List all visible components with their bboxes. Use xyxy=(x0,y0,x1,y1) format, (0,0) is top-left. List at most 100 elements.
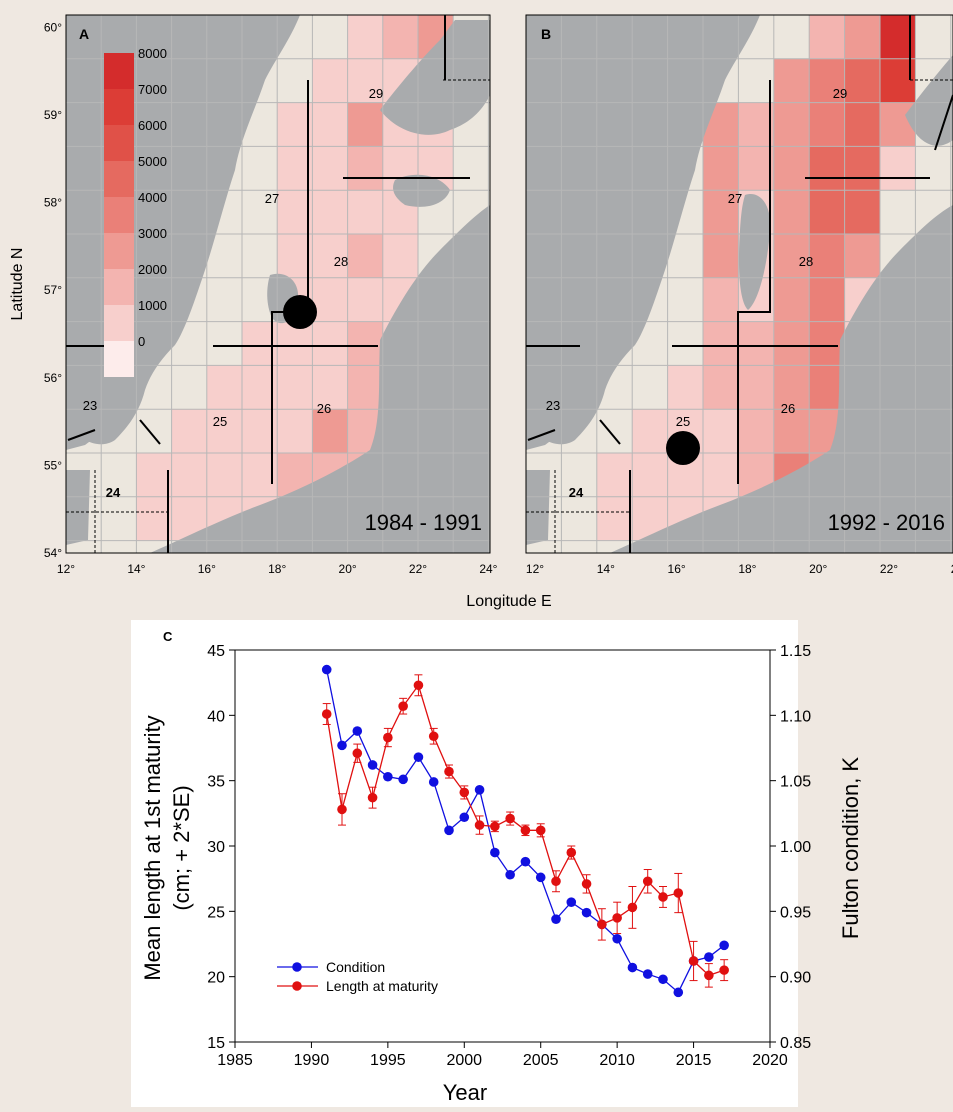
grid-cell xyxy=(738,409,774,453)
x-tick-label: 2020 xyxy=(752,1052,788,1069)
chart-axes: 1985 1990 1995 2000 2005 2010 2015 2020 15 20 25 30… xyxy=(207,643,811,1069)
data-point xyxy=(566,847,577,858)
subdivision-label: 23 xyxy=(546,398,560,413)
colorbar-swatch xyxy=(104,197,134,233)
grid-cell xyxy=(312,102,348,147)
data-point xyxy=(321,709,332,719)
lon-tick-label: 20° xyxy=(809,562,827,576)
colorbar-swatch xyxy=(104,269,134,305)
y-left-tick-label: 40 xyxy=(207,708,225,725)
y-right-tick-label: 1.10 xyxy=(780,708,811,725)
grid-cell xyxy=(738,321,774,366)
subdivision-label: 25 xyxy=(213,414,227,429)
lat-tick-label: 56° xyxy=(44,371,62,385)
data-point xyxy=(337,804,347,815)
grid-cell xyxy=(171,409,207,453)
colorbar-label: 3000 xyxy=(138,226,167,241)
grid-cell xyxy=(347,146,383,191)
grid-cell xyxy=(206,409,242,453)
grid-cell xyxy=(703,365,739,410)
grid-cell xyxy=(844,234,880,278)
subdivision-boundaries xyxy=(526,15,953,553)
data-point xyxy=(535,825,546,836)
data-point xyxy=(398,701,408,711)
grid-cell xyxy=(703,409,739,453)
data-point xyxy=(704,970,714,981)
data-point xyxy=(459,787,470,798)
colorbar-label: 8000 xyxy=(138,46,167,61)
grid-cell xyxy=(136,496,172,541)
grid-cell xyxy=(773,234,810,278)
data-point xyxy=(642,876,653,887)
subdivision-label: 27 xyxy=(728,191,742,206)
grid-cell xyxy=(703,190,739,234)
subdivision-label: 24 xyxy=(569,485,584,500)
map-frame xyxy=(525,14,953,554)
lat-tick-label: 59° xyxy=(44,108,62,122)
y-left-tick-label: 15 xyxy=(207,1035,225,1052)
grid-cell xyxy=(277,321,313,366)
y-right-tick-label: 1.15 xyxy=(780,643,811,660)
panel-letter: A xyxy=(79,26,89,42)
data-point xyxy=(490,847,500,858)
data-point xyxy=(566,897,577,907)
grid-cell xyxy=(596,496,633,541)
data-point xyxy=(704,952,714,962)
data-point xyxy=(719,940,729,951)
data-point xyxy=(505,869,515,880)
subdivision-label: 23 xyxy=(83,398,97,413)
y-left-tick-label: 20 xyxy=(207,970,225,987)
lon-tick-label: 12° xyxy=(57,562,75,576)
data-point xyxy=(474,785,485,795)
lon-tick-label: 12° xyxy=(526,562,544,576)
grid-cell xyxy=(206,453,242,497)
grid-cell xyxy=(347,15,383,59)
grid-cell xyxy=(844,190,880,234)
data-point xyxy=(597,919,607,930)
data-point xyxy=(520,856,531,867)
data-point xyxy=(413,680,424,691)
grid-cell xyxy=(738,146,774,191)
lon-tick-label: 24° xyxy=(951,562,953,576)
legend-label: Condition xyxy=(326,959,385,975)
colorbar-swatch xyxy=(104,305,134,341)
y-left-tick-label: 45 xyxy=(207,643,225,660)
lon-tick-label: 14° xyxy=(127,562,145,576)
data-point xyxy=(627,962,638,973)
grid-cell xyxy=(773,409,810,453)
colorbar-swatch xyxy=(104,341,134,377)
colorbar-swatch xyxy=(104,53,134,89)
data-point xyxy=(612,933,622,944)
grid-cell xyxy=(703,277,739,322)
grid-cell xyxy=(809,321,845,366)
y-axis-label-left-line2: (cm; + 2*SE) xyxy=(169,785,194,910)
series-length-at-maturity xyxy=(321,674,729,988)
data-point xyxy=(673,987,684,998)
data-point xyxy=(581,907,592,918)
grid-cell xyxy=(171,453,207,497)
y-left-tick-label: 35 xyxy=(207,774,225,791)
grid-cell xyxy=(382,15,418,59)
land-masses xyxy=(526,15,953,553)
data-point xyxy=(505,813,515,824)
map-tick-labels: 12° 12° 14° 14° 16° 16° 18° 18° 20° 20° 22° 22° 24° 2… xyxy=(44,20,953,576)
chart-background xyxy=(131,620,798,1107)
grid-cell xyxy=(347,277,383,322)
y-right-tick-label: 1.00 xyxy=(780,839,811,856)
lat-tick-label: 58° xyxy=(44,196,62,210)
grid-cell xyxy=(312,365,348,410)
y-axis-label-right: Fulton condition, K xyxy=(838,757,863,940)
lon-tick-label: 24° xyxy=(479,562,497,576)
lat-tick-label: 54° xyxy=(44,546,62,560)
data-point xyxy=(352,748,363,759)
data-point xyxy=(551,914,561,924)
grid-cell xyxy=(347,190,383,234)
grid-cell xyxy=(773,58,810,103)
y-right-tick-label: 0.95 xyxy=(780,904,811,921)
grid-cell xyxy=(632,409,668,453)
y-axis-label-left-line1: Mean length at 1st maturity xyxy=(140,715,165,980)
subdivision-label: 29 xyxy=(833,86,847,101)
grid-cell xyxy=(703,146,739,191)
lon-tick-label: 16° xyxy=(198,562,216,576)
